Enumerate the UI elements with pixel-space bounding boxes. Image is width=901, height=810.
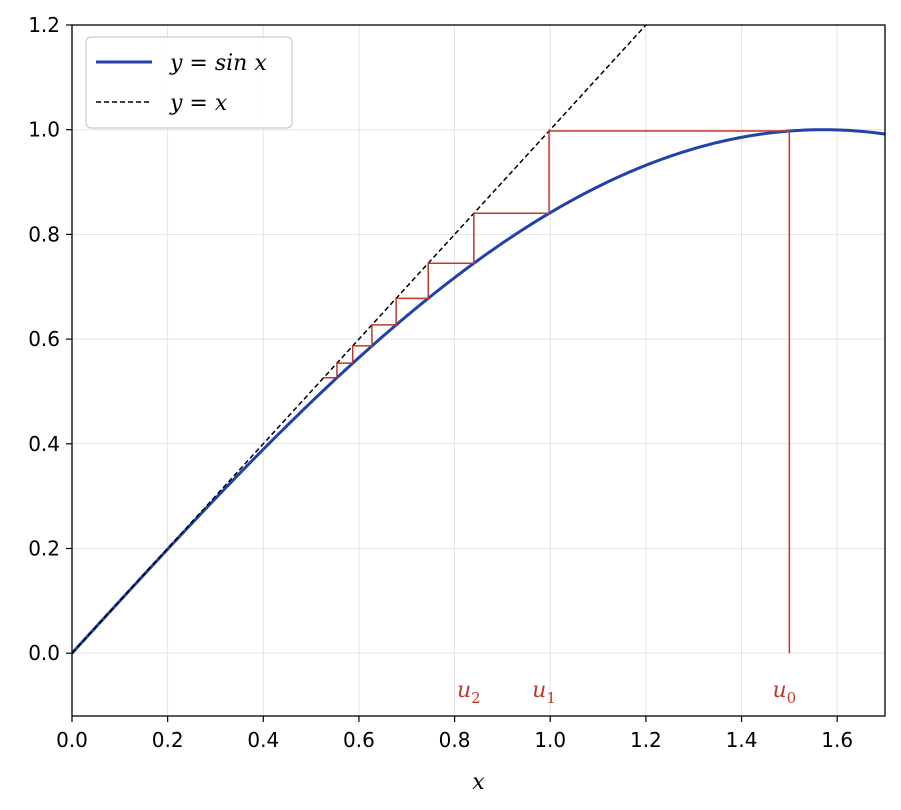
iteration-label-u2: u2 xyxy=(457,678,481,707)
legend-label-identity: y = x xyxy=(169,91,228,116)
axis-ticks: 0.0 0.2 0.4 0.6 0.8 1.0 1.2 1.4 1.6 0.0 0.2 0.4 0.6 0… xyxy=(28,13,853,752)
x-tick-label: 0.6 xyxy=(343,728,375,752)
x-axis-label: x xyxy=(472,770,485,795)
x-tick-label: 1.4 xyxy=(726,728,758,752)
y-tick-label: 0.0 xyxy=(28,641,60,665)
y-tick-label: 0.6 xyxy=(28,327,60,351)
y-tick-label: 0.4 xyxy=(28,432,60,456)
plot-frame xyxy=(71,24,886,717)
x-tick-label: 0.0 xyxy=(56,728,88,752)
legend-box xyxy=(85,36,293,129)
x-tick-label: 1.0 xyxy=(534,728,566,752)
x-tick-label: 0.2 xyxy=(152,728,184,752)
iteration-label-u0: u0 xyxy=(772,678,796,707)
y-tick-label: 1.0 xyxy=(28,118,60,142)
x-tick-label: 0.8 xyxy=(439,728,471,752)
y-tick-label: 0.2 xyxy=(28,536,60,560)
grid xyxy=(71,24,885,716)
y-tick-label: 0.8 xyxy=(28,222,60,246)
y-tick-label: 1.2 xyxy=(28,13,60,37)
sin-curve xyxy=(72,128,885,655)
x-tick-label: 1.2 xyxy=(630,728,662,752)
x-tick-label: 1.6 xyxy=(821,728,853,752)
series-layer xyxy=(72,25,885,655)
identity-line xyxy=(72,25,647,654)
cobweb-path xyxy=(323,130,791,654)
iteration-labels: u0 u1 u2 xyxy=(457,678,796,707)
legend: y = sin x y = x xyxy=(85,36,293,129)
x-tick-label: 0.4 xyxy=(247,728,279,752)
legend-label-sin: y = sin x xyxy=(169,51,267,76)
iteration-label-u1: u1 xyxy=(532,678,556,707)
cobweb-iteration xyxy=(323,130,791,654)
